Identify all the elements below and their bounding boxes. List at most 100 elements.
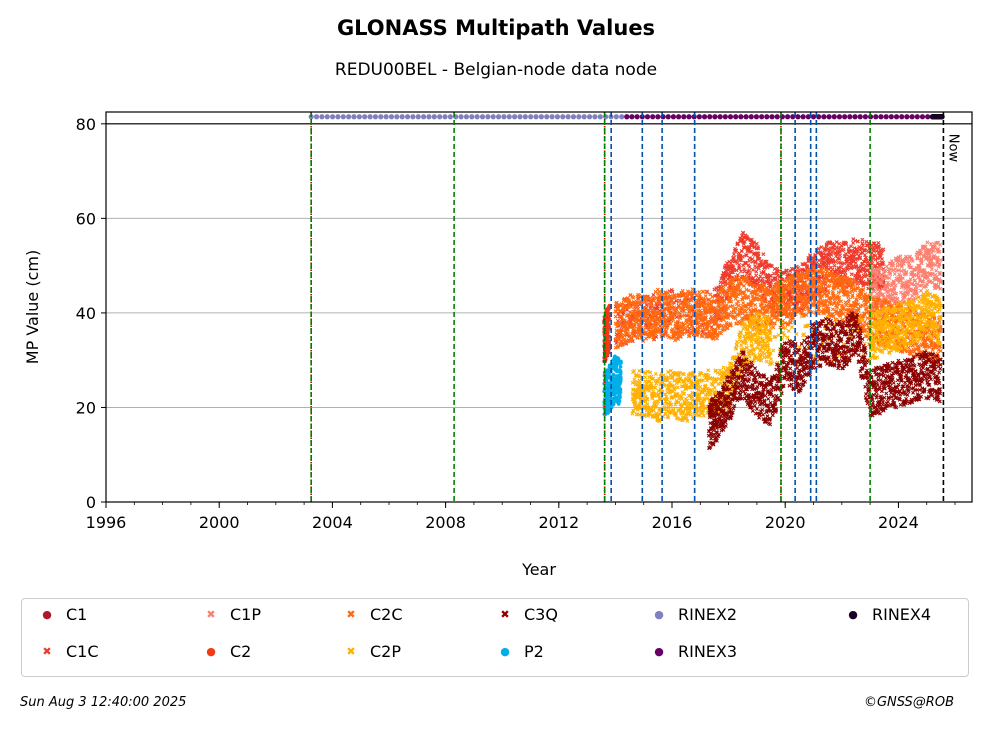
data-point [745, 236, 750, 241]
data-point [755, 345, 760, 350]
data-point [821, 256, 826, 261]
data-point [632, 368, 637, 373]
data-point [764, 259, 769, 264]
data-point [823, 261, 828, 265]
data-point [744, 261, 749, 266]
data-point [742, 239, 747, 244]
data-point [761, 252, 766, 257]
data-point [698, 384, 703, 389]
data-point [644, 303, 649, 308]
data-point [769, 280, 774, 285]
data-point [606, 330, 610, 335]
data-point [776, 333, 781, 338]
data-point [754, 269, 759, 274]
data-point [805, 265, 810, 270]
data-point [832, 263, 837, 268]
data-point [849, 272, 854, 277]
data-point [764, 359, 769, 364]
data-point [643, 375, 648, 380]
data-point [607, 324, 612, 329]
data-point [802, 332, 807, 337]
data-point [918, 288, 923, 293]
data-point [910, 343, 915, 348]
data-point [747, 265, 752, 270]
data-point [887, 275, 892, 280]
data-point [929, 267, 934, 272]
data-point [739, 258, 744, 263]
data-point [754, 265, 759, 270]
data-point [674, 298, 679, 303]
data-point [892, 272, 897, 277]
data-point [817, 258, 822, 263]
data-point [823, 248, 827, 253]
data-point [761, 269, 766, 274]
data-point [754, 273, 759, 278]
data-point [674, 315, 679, 320]
data-point [787, 292, 792, 297]
data-point [772, 271, 777, 276]
data-point [645, 402, 650, 407]
data-point [880, 257, 885, 261]
data-point [706, 368, 711, 373]
data-point [753, 259, 758, 264]
chart-subtitle: REDU00BEL - Belgian-node data node [334, 60, 658, 80]
data-point [747, 258, 752, 263]
data-point [732, 255, 737, 260]
data-point [830, 307, 835, 312]
data-point [876, 240, 881, 245]
data-point [722, 277, 727, 282]
data-point [770, 264, 774, 269]
data-point [821, 251, 826, 256]
data-point [675, 385, 680, 390]
data-point [748, 271, 752, 276]
data-point [833, 259, 838, 264]
data-point [830, 249, 835, 254]
data-point [632, 377, 637, 382]
data-point [771, 348, 776, 353]
data-point [775, 266, 780, 271]
data-point [752, 240, 757, 245]
data-point [768, 283, 773, 288]
data-point [744, 253, 749, 258]
data-point [721, 365, 726, 370]
data-point [631, 295, 636, 300]
data-point [811, 256, 816, 261]
data-point [637, 368, 642, 373]
data-point [758, 294, 763, 298]
data-point [651, 292, 656, 297]
data-point [705, 297, 710, 302]
data-point [819, 245, 824, 250]
data-point [739, 269, 744, 274]
data-point [843, 300, 848, 305]
data-point [682, 313, 687, 318]
data-point [934, 268, 939, 273]
data-point [819, 275, 824, 280]
data-point [829, 252, 834, 257]
chart-title: GLONASS Multipath Values [336, 16, 656, 40]
data-point [756, 251, 761, 256]
data-point [795, 300, 799, 305]
data-point [750, 267, 755, 272]
data-point [844, 303, 849, 308]
data-point [690, 287, 695, 292]
data-point [750, 259, 755, 264]
data-point [786, 328, 791, 333]
data-point [762, 351, 767, 356]
data-point [938, 258, 943, 263]
data-point [803, 261, 808, 266]
data-point [756, 246, 761, 251]
data-point [762, 280, 766, 285]
data-point [784, 268, 789, 273]
data-point [760, 276, 765, 281]
data-point [860, 237, 865, 242]
data-point [846, 297, 851, 302]
data-point [768, 325, 773, 330]
data-point [881, 247, 886, 252]
data-point [712, 385, 717, 390]
data-point [703, 294, 708, 299]
data-point [681, 372, 686, 377]
data-point [737, 265, 742, 270]
data-point [735, 339, 740, 344]
data-point [731, 270, 736, 275]
data-point [716, 285, 721, 290]
